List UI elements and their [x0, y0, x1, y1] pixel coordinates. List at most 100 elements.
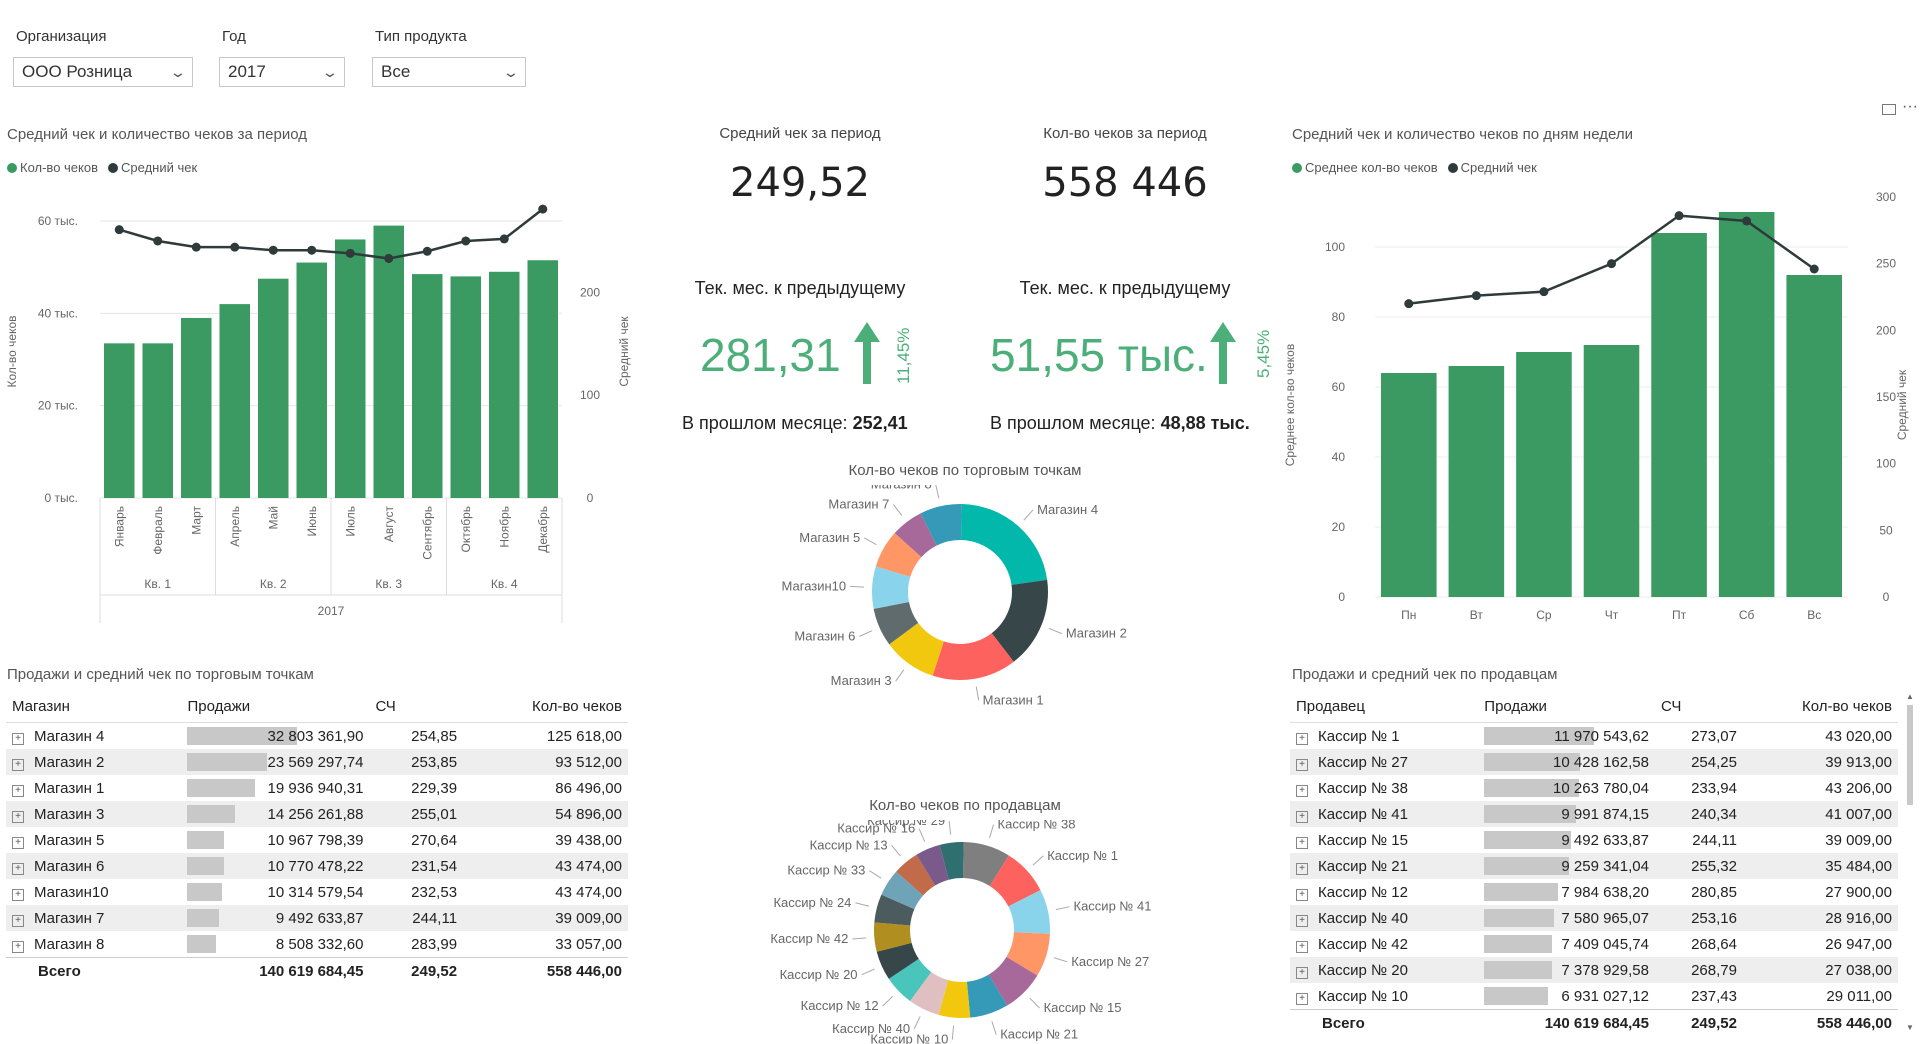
expand-icon[interactable]: + — [12, 758, 24, 771]
column-header[interactable]: Продавец — [1290, 690, 1479, 723]
slice-label: Магазин 5 — [799, 530, 860, 545]
table-row[interactable]: + Магазин 2 23 569 297,74 253,85 93 512,00 — [6, 749, 628, 775]
line-point — [191, 242, 201, 252]
column-header[interactable]: Кол-во чеков — [463, 690, 628, 723]
expand-icon[interactable]: + — [12, 888, 24, 901]
leader-line — [989, 824, 995, 839]
table-row[interactable]: + Кассир № 27 10 428 162,58 254,25 39 913,00 — [1290, 749, 1898, 775]
stores-donut-title: Кол-во чеков по торговым точкам — [848, 462, 1082, 479]
expand-icon[interactable]: + — [1296, 836, 1308, 849]
table-row[interactable]: + Кассир № 1 11 970 543,62 273,07 43 020,00 — [1290, 723, 1898, 750]
slice-label: Магазин 4 — [1037, 502, 1098, 517]
expand-icon[interactable]: + — [12, 784, 24, 797]
scroll-down-icon[interactable]: ▼ — [1906, 1023, 1914, 1032]
line-point — [499, 234, 509, 244]
legend-item-avg[interactable]: Средний чек — [1447, 160, 1537, 175]
weekday-chart[interactable]: 0 20 40 60 80 100 0 50 100 150 200 250 300 Среднее ко… — [1280, 185, 1920, 630]
table-row[interactable]: + Кассир № 40 7 580 965,07 253,16 28 916,00 — [1290, 905, 1898, 931]
product-type-dropdown[interactable]: Все ⌄ — [372, 57, 526, 87]
donut-slice — [939, 842, 964, 880]
count-cell: 39 009,00 — [463, 905, 628, 931]
expand-icon[interactable]: + — [12, 914, 24, 927]
count-title: Кол-во чеков за период — [1043, 125, 1207, 142]
slice-label: Кассир № 27 — [1071, 954, 1149, 969]
column-header[interactable]: Магазин — [6, 690, 182, 723]
expand-icon[interactable]: + — [1296, 914, 1308, 927]
line-point — [1471, 291, 1481, 301]
expand-icon[interactable]: + — [1296, 888, 1308, 901]
table-row[interactable]: + Магазин 5 10 967 798,39 270,64 39 438,00 — [6, 827, 628, 853]
row-label: Кассир № 1 — [1318, 727, 1400, 745]
monthly-chart[interactable]: 0 тыс. 20 тыс. 40 тыс. 60 тыс. 0 100 200 Кол-во… — [0, 185, 640, 625]
y2-tick-label: 200 — [1876, 323, 1896, 337]
table-row[interactable]: + Кассир № 41 9 991 874,15 240,34 41 007,00 — [1290, 801, 1898, 827]
legend-item-avg[interactable]: Средний чек — [108, 160, 197, 175]
legend-item-count[interactable]: Среднее кол-во чеков — [1292, 160, 1438, 175]
table-row[interactable]: + Магазин10 10 314 579,54 232,53 43 474,00 — [6, 879, 628, 905]
store-name-cell: + Магазин 1 — [6, 775, 181, 801]
leader-line — [852, 937, 867, 940]
table-row[interactable]: + Кассир № 15 9 492 633,87 244,11 39 009,00 — [1290, 827, 1898, 853]
x-tick-label: Февраль — [151, 506, 165, 555]
cashiers-donut-chart[interactable]: Кассир № 38 Кассир № 1 Кассир № 41 Кассир №… — [740, 820, 1180, 1044]
expand-icon[interactable]: + — [12, 732, 24, 745]
avg-check-cell: 231,54 — [369, 853, 464, 879]
expand-icon[interactable]: + — [1296, 810, 1308, 823]
expand-icon[interactable]: + — [1296, 784, 1308, 797]
count-cell: 29 011,00 — [1826, 987, 1892, 1005]
count-cell: 28 916,00 — [1742, 905, 1898, 931]
expand-icon[interactable]: + — [1296, 992, 1308, 1005]
data-bar — [187, 779, 255, 797]
expand-icon[interactable]: + — [12, 940, 24, 953]
table-row[interactable]: + Магазин 7 9 492 633,87 244,11 39 009,00 — [6, 905, 628, 931]
mom-pct-count: 5,45% — [1254, 329, 1273, 378]
legend-item-count[interactable]: Кол-во чеков — [7, 160, 98, 175]
scrollbar-thumb[interactable] — [1907, 705, 1913, 805]
table-row[interactable]: + Магазин 8 8 508 332,60 283,99 33 057,00 — [6, 931, 628, 958]
quarter-label: Кв. 1 — [144, 577, 171, 591]
line-point — [345, 248, 355, 258]
expand-icon[interactable]: + — [12, 862, 24, 875]
avg-check-title: Средний чек за период — [719, 125, 881, 142]
monthly-chart-title: Средний чек и количество чеков за период — [7, 126, 307, 143]
table-row[interactable]: + Кассир № 38 10 263 780,04 233,94 43 206,00 — [1290, 775, 1898, 801]
focus-mode-icon[interactable] — [1882, 104, 1896, 115]
column-header[interactable]: Кол-во чеков — [1742, 690, 1898, 723]
row-label: Кассир № 21 — [1318, 857, 1408, 875]
table-row[interactable]: + Кассир № 42 7 409 045,74 268,64 26 947,00 — [1290, 931, 1898, 957]
column-header[interactable]: СЧ — [1654, 690, 1743, 723]
expand-icon[interactable]: + — [12, 810, 24, 823]
count-cell: 26 947,00 — [1825, 935, 1892, 953]
table-row[interactable]: + Магазин 4 32 803 361,90 254,85 125 618,00 — [6, 723, 628, 750]
table-row[interactable]: + Кассир № 21 9 259 341,04 255,32 35 484,00 — [1290, 853, 1898, 879]
table-row[interactable]: + Магазин 6 10 770 478,22 231,54 43 474,00 — [6, 853, 628, 879]
table-row[interactable]: + Кассир № 10 6 931 027,12 237,43 29 011,00 — [1290, 983, 1898, 1010]
table-row[interactable]: + Магазин 3 14 256 261,88 255,01 54 896,00 — [6, 801, 628, 827]
donut-slice — [1008, 890, 1050, 934]
sales-cell: 7 984 638,20 — [1478, 879, 1655, 905]
expand-icon[interactable]: + — [1296, 758, 1308, 771]
table-row[interactable]: + Магазин 1 19 936 940,31 229,39 86 496,00 — [6, 775, 628, 801]
more-options-icon[interactable]: ··· — [1902, 98, 1918, 115]
row-label: Магазин 2 — [34, 753, 105, 771]
store-name-cell: + Магазин 7 — [6, 905, 182, 931]
stores-donut-chart[interactable]: Магазин 4 Магазин 2 Магазин 1 Магазин 3 Мага… — [740, 485, 1180, 705]
org-dropdown[interactable]: ООО Розница ⌄ — [13, 57, 193, 87]
scrollbar[interactable]: ▲ ▼ — [1905, 692, 1915, 1032]
x-tick-label: Вс — [1807, 608, 1821, 622]
table-row[interactable]: + Кассир № 12 7 984 638,20 280,85 27 900,00 — [1290, 879, 1898, 905]
expand-icon[interactable]: + — [12, 836, 24, 849]
expand-icon[interactable]: + — [1296, 862, 1308, 875]
column-header[interactable]: Продажи — [181, 690, 370, 723]
table-row[interactable]: + Кассир № 20 7 378 929,58 268,79 27 038,00 — [1290, 957, 1898, 983]
column-header[interactable]: Продажи — [1478, 690, 1655, 723]
year-dropdown[interactable]: 2017 ⌄ — [219, 57, 345, 87]
expand-icon[interactable]: + — [1296, 732, 1308, 745]
expand-icon[interactable]: + — [1296, 940, 1308, 953]
avg-check-value: 249,52 — [730, 160, 870, 206]
donut-slice — [888, 958, 932, 1002]
expand-icon[interactable]: + — [1296, 966, 1308, 979]
column-header[interactable]: СЧ — [369, 690, 464, 723]
scroll-up-icon[interactable]: ▲ — [1906, 692, 1914, 701]
count-cell: 41 007,00 — [1742, 801, 1898, 827]
